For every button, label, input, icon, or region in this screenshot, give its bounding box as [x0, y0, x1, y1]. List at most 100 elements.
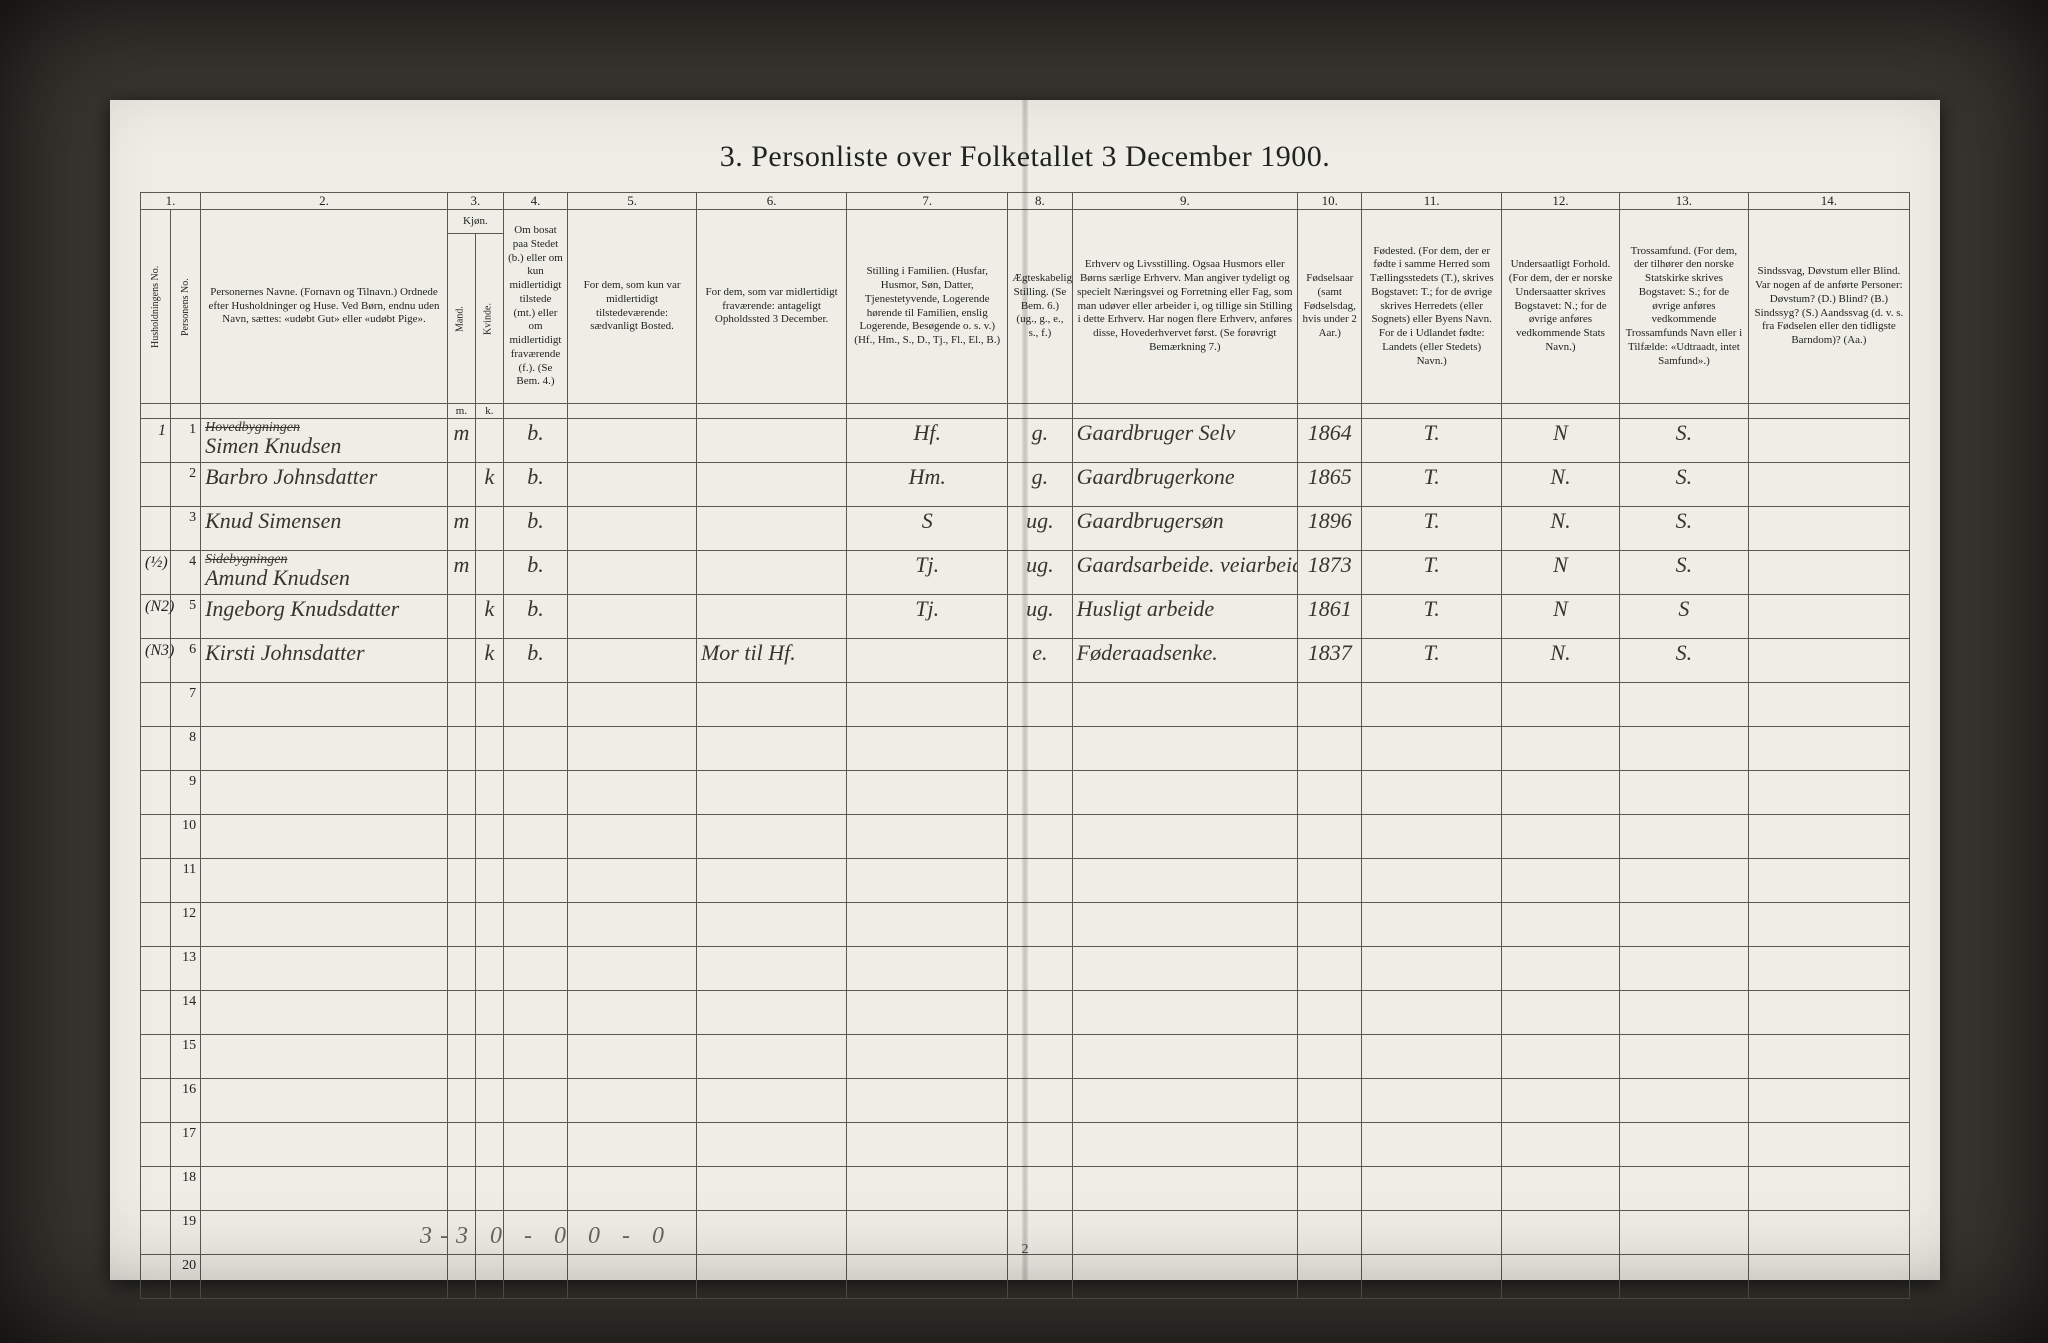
empty-cell [1362, 859, 1502, 903]
empty-cell [568, 903, 697, 947]
empty-cell [568, 1167, 697, 1211]
cell-pn: 12 [171, 903, 201, 947]
empty-cell [201, 859, 448, 903]
empty-cell [568, 859, 697, 903]
cell-nationality: N [1501, 551, 1619, 595]
empty-cell [1362, 1035, 1502, 1079]
empty-cell [447, 727, 475, 771]
empty-cell [847, 1035, 1008, 1079]
empty-cell [1072, 1079, 1297, 1123]
empty-cell [847, 1255, 1008, 1299]
empty-cell [696, 903, 846, 947]
cell-hh [141, 991, 171, 1035]
cell-sex-k [475, 419, 503, 463]
colnum-6: 6. [696, 193, 846, 210]
empty-cell [447, 1255, 475, 1299]
empty-cell [201, 947, 448, 991]
empty-cell [1008, 991, 1072, 1035]
empty-cell [847, 815, 1008, 859]
empty-cell [503, 903, 567, 947]
table-row: (½)4SidebygningenAmund Knudsenmb.Tj.ug.G… [141, 551, 1910, 595]
empty-cell [475, 903, 503, 947]
colnum-12: 12. [1501, 193, 1619, 210]
cell-pn: 8 [171, 727, 201, 771]
empty-cell [1748, 1211, 1909, 1255]
table-row: 13 [141, 947, 1910, 991]
cell-disability [1748, 419, 1909, 463]
empty-cell [696, 1167, 846, 1211]
cell-birth-place: T. [1362, 419, 1502, 463]
empty-cell [696, 683, 846, 727]
hdr-nationality: Undersaatligt Forhold. (For dem, der er … [1501, 210, 1619, 404]
hdr-occupation: Erhverv og Livsstilling. Ogsaa Husmors e… [1072, 210, 1297, 404]
census-table: 1. 2. 3. 4. 5. 6. 7. 8. 9. 10. 11. 12. 1… [140, 192, 1910, 1299]
empty-cell [1362, 903, 1502, 947]
hdr-birth-year: Fødselsaar (samt Fødselsdag, hvis under … [1298, 210, 1362, 404]
empty-cell [447, 815, 475, 859]
cell-presence: b. [503, 507, 567, 551]
empty-cell [201, 991, 448, 1035]
empty-cell [1072, 1255, 1297, 1299]
empty-cell [847, 771, 1008, 815]
name-text: Knud Simensen [205, 508, 341, 533]
table-row: 3Knud Simensenmb.Sug.Gaardbrugersøn1896T… [141, 507, 1910, 551]
cell-presence: b. [503, 639, 567, 683]
empty-cell [475, 1079, 503, 1123]
cell-sex-m: m [447, 507, 475, 551]
cell-hh [141, 727, 171, 771]
hdr-civil: Ægteskabelig Stilling. (Se Bem. 6.) (ug.… [1008, 210, 1072, 404]
empty-cell [847, 1167, 1008, 1211]
empty-cell [1362, 947, 1502, 991]
empty-cell [1748, 1255, 1909, 1299]
cell-birth-year: 1865 [1298, 463, 1362, 507]
empty-cell [1072, 947, 1297, 991]
empty-cell [1298, 815, 1362, 859]
cell-name: HovedbygningenSimen Knudsen [201, 419, 448, 463]
cell-sex-k: k [475, 463, 503, 507]
empty-cell [568, 815, 697, 859]
cell-nationality: N. [1501, 507, 1619, 551]
colnum-11: 11. [1362, 193, 1502, 210]
sub-header-row: m. k. [141, 404, 1910, 419]
cell-birth-year: 1873 [1298, 551, 1362, 595]
empty-cell [1008, 1211, 1072, 1255]
colnum-8: 8. [1008, 193, 1072, 210]
empty-cell [696, 1255, 846, 1299]
empty-cell [1362, 771, 1502, 815]
cell-disability [1748, 595, 1909, 639]
colnum-7: 7. [847, 193, 1008, 210]
empty-cell [568, 727, 697, 771]
hdr-hh: Husholdningens No. [141, 210, 171, 404]
cell-hh [141, 1123, 171, 1167]
name-text: Simen Knudsen [205, 433, 341, 458]
empty-cell [568, 1255, 697, 1299]
empty-cell [447, 991, 475, 1035]
empty-cell [1008, 1079, 1072, 1123]
empty-cell [847, 727, 1008, 771]
cell-temp-present [568, 639, 697, 683]
cell-birth-year: 1896 [1298, 507, 1362, 551]
cell-pn: 7 [171, 683, 201, 727]
empty-cell [447, 859, 475, 903]
cell-birth-place: T. [1362, 551, 1502, 595]
cell-hh [141, 1167, 171, 1211]
empty-cell [1620, 1167, 1749, 1211]
cell-pn: 1 [171, 419, 201, 463]
empty-cell [201, 1079, 448, 1123]
page-number: 2 [1022, 1242, 1029, 1258]
cell-birth-year: 1864 [1298, 419, 1362, 463]
empty-cell [568, 1035, 697, 1079]
colnum-13: 13. [1620, 193, 1749, 210]
empty-cell [696, 815, 846, 859]
empty-cell [1072, 815, 1297, 859]
empty-cell [447, 771, 475, 815]
empty-cell [1072, 771, 1297, 815]
empty-cell [447, 1123, 475, 1167]
cell-temp-absent [696, 419, 846, 463]
empty-cell [1501, 947, 1619, 991]
empty-cell [475, 1123, 503, 1167]
empty-cell [1008, 903, 1072, 947]
cell-pn: 6 [171, 639, 201, 683]
cell-temp-present [568, 551, 697, 595]
cell-hh [141, 859, 171, 903]
